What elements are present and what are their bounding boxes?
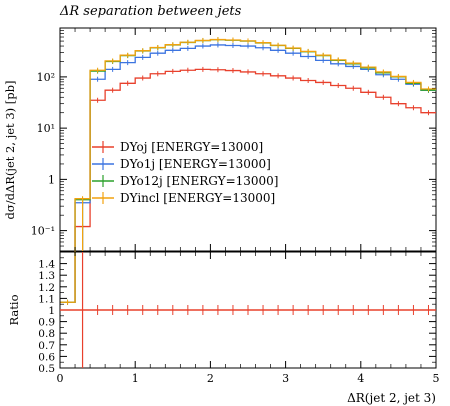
main-y-tick-label: 10² (37, 71, 55, 84)
x-tick-label: 2 (207, 372, 214, 385)
legend-label: DYo12j [ENERGY=13000] (120, 174, 278, 188)
legend: DYoj [ENERGY=13000] DYo1j [ENERGY=13000] D… (92, 140, 278, 205)
ratio-y-tick-label: 1.1 (38, 293, 55, 305)
ratio-y-tick-label: 1.4 (38, 259, 55, 271)
x-tick-label: 1 (132, 372, 139, 385)
series-line (60, 39, 436, 303)
x-tick-label: 5 (433, 372, 440, 385)
main-y-tick-label: 1 (48, 173, 55, 186)
x-tick-label: 3 (282, 372, 289, 385)
main-y-tick-label: 10¹ (37, 122, 55, 135)
ratio-y-tick-label: 1 (48, 305, 55, 317)
legend-label: DYo1j [ENERGY=13000] (120, 157, 271, 171)
ratio-y-ticks: 0.50.60.70.80.911.11.21.31.4 (38, 257, 436, 375)
main-y-ticks: 10⁻¹ 1 10¹ 10² (31, 30, 436, 247)
ratio-y-tick-label: 0.6 (38, 351, 55, 363)
ratio-y-tick-label: 0.9 (38, 317, 55, 329)
x-ticks: 0 1 2 3 4 5 (57, 28, 440, 385)
ratio-y-tick-label: 0.7 (38, 340, 55, 352)
x-tick-label: 0 (57, 372, 64, 385)
chart-title: ΔR separation between jets (59, 4, 242, 19)
ratio-y-tick-label: 1.2 (38, 282, 55, 294)
main-panel: 10⁻¹ 1 10¹ 10² DYoj [ENERGY=13000] DYo1j [EN… (31, 27, 437, 305)
main-y-tick-label: 10⁻¹ (31, 225, 55, 238)
ratio-y-tick-label: 0.8 (38, 328, 55, 340)
main-series-group (60, 37, 436, 305)
legend-label: DYincl [ENERGY=13000] (120, 191, 275, 205)
ratio-y-tick-label: 0.5 (38, 363, 55, 375)
x-axis-label: ΔR(jet 2, jet 3) (347, 391, 436, 405)
ratio-series-group (60, 252, 436, 368)
chart-title-text: ΔR separation between jets (59, 4, 242, 19)
main-y-axis-label: dσ/dΔR(jet 2, jet 3) [pb] (3, 81, 17, 220)
ratio-y-axis-label: Ratio (7, 294, 21, 325)
x-tick-label: 4 (357, 372, 364, 385)
legend-label: DYoj [ENERGY=13000] (120, 140, 263, 154)
ratio-y-tick-label: 1.3 (38, 270, 55, 282)
